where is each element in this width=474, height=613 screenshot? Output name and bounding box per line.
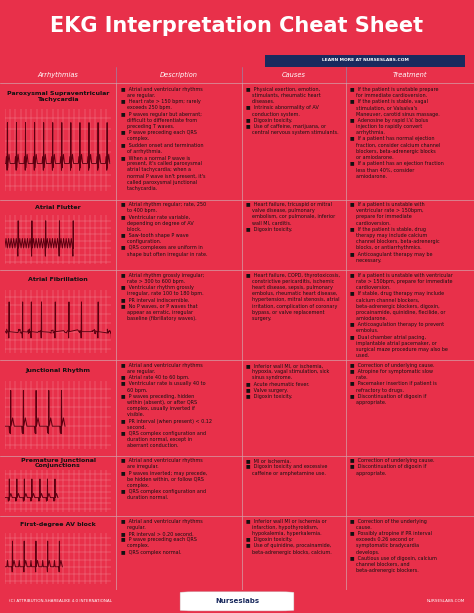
Text: ■  Atrial and ventricular rhythms
    are irregular.
■  P waves inverted; may pr: ■ Atrial and ventricular rhythms are irr… — [121, 459, 208, 500]
Text: ■  Inferior wall MI, or ischemia,
    hypoxia, vagal stimulation, sick
    sinus: ■ Inferior wall MI, or ischemia, hypoxia… — [246, 363, 329, 398]
FancyBboxPatch shape — [265, 55, 465, 67]
Text: ■  Physical exertion, emotion,
    stimulants, rheumatic heart
    diseases.
■  : ■ Physical exertion, emotion, stimulants… — [246, 87, 338, 135]
Text: Junctional Rhythm: Junctional Rhythm — [26, 368, 91, 373]
Text: ■  Heart failure, COPD, thyrotoxicosis,
    constrictive pericarditis, ischemic
: ■ Heart failure, COPD, thyrotoxicosis, c… — [246, 273, 340, 321]
Text: Description: Description — [160, 72, 198, 78]
Text: ■  Correction of the underlying
    cause.
■  Possibly atropine if PR interval
 : ■ Correction of the underlying cause. ■ … — [350, 519, 437, 573]
Text: NURSESLABS.COM: NURSESLABS.COM — [426, 600, 465, 603]
Text: ■  Atrial and ventricular rhythms
    are regular.
■  Heart rate > 150 bpm; rare: ■ Atrial and ventricular rhythms are reg… — [121, 87, 206, 191]
Text: ■  Atrial and ventricular rhythms
    regular.
■  PR interval > 0.20 second.
■  : ■ Atrial and ventricular rhythms regular… — [121, 519, 203, 555]
Text: ■  Atrial rhythm grossly irregular;
    rate > 300 to 600 bpm.
■  Ventricular rh: ■ Atrial rhythm grossly irregular; rate … — [121, 273, 204, 321]
Text: Paroxysmal Supraventricular Tachycardia: Paroxysmal Supraventricular Tachycardia — [7, 91, 109, 102]
Text: Treatment: Treatment — [393, 72, 427, 78]
Text: ■  MI or ischemia.
■  Digoxin toxicity and excessive
    caffeine or amphetamine: ■ MI or ischemia. ■ Digoxin toxicity and… — [246, 459, 327, 476]
Text: ■  If a patient is unstable with
    ventricular rate > 150bpm,
    prepare for : ■ If a patient is unstable with ventricu… — [350, 202, 439, 263]
Text: ■  If the patient is unstable prepare
    for immediate cardioversion.
■  If the: ■ If the patient is unstable prepare for… — [350, 87, 444, 178]
Text: ■  Correction of underlying cause.
■  Atropine for symptomatic slow
    rate.
■ : ■ Correction of underlying cause. ■ Atro… — [350, 363, 437, 405]
Text: ■  Correction of underlying cause.
■  Discontinuation of digoxin if
    appropri: ■ Correction of underlying cause. ■ Disc… — [350, 459, 434, 476]
Text: First-degree AV block: First-degree AV block — [20, 522, 96, 527]
Text: ■  Atrial and ventricular rhythms
    are regular.
■  Atrial rate 40 to 60 bpm.
: ■ Atrial and ventricular rhythms are reg… — [121, 363, 212, 448]
Text: ■  Heart failure, tricuspid or mitral
    valve disease, pulmonary
    embolism,: ■ Heart failure, tricuspid or mitral val… — [246, 202, 335, 232]
Text: ■  Atrial rhythm regular; rate, 250
    to 400 bpm.
■  Ventricular rate variable: ■ Atrial rhythm regular; rate, 250 to 40… — [121, 202, 208, 257]
Text: Causes: Causes — [282, 72, 306, 78]
Text: Atrial Flutter: Atrial Flutter — [35, 205, 81, 210]
Text: EKG Interpretation Cheat Sheet: EKG Interpretation Cheat Sheet — [50, 16, 424, 36]
Text: Arrhythmias: Arrhythmias — [37, 72, 79, 78]
Text: LEARN MORE AT NURSESLABS.COM: LEARN MORE AT NURSESLABS.COM — [321, 58, 409, 63]
Text: ■  Inferior wall MI or ischemia or
    infarction, hypothyroidism,
    hypokalem: ■ Inferior wall MI or ischemia or infarc… — [246, 519, 332, 555]
Text: Nurseslabs: Nurseslabs — [215, 598, 259, 604]
Text: Premature Junctional Conjunctions: Premature Junctional Conjunctions — [20, 458, 96, 468]
Text: Atrial Fibrillation: Atrial Fibrillation — [28, 277, 88, 283]
FancyBboxPatch shape — [180, 592, 294, 611]
Text: (C) ATTRIBUTION-SHAREALIKE 4.0 INTERNATIONAL: (C) ATTRIBUTION-SHAREALIKE 4.0 INTERNATI… — [9, 600, 112, 603]
Text: ■  If a patient is unstable with ventricular
    rate > 150bpm, prepare for imme: ■ If a patient is unstable with ventricu… — [350, 273, 453, 358]
